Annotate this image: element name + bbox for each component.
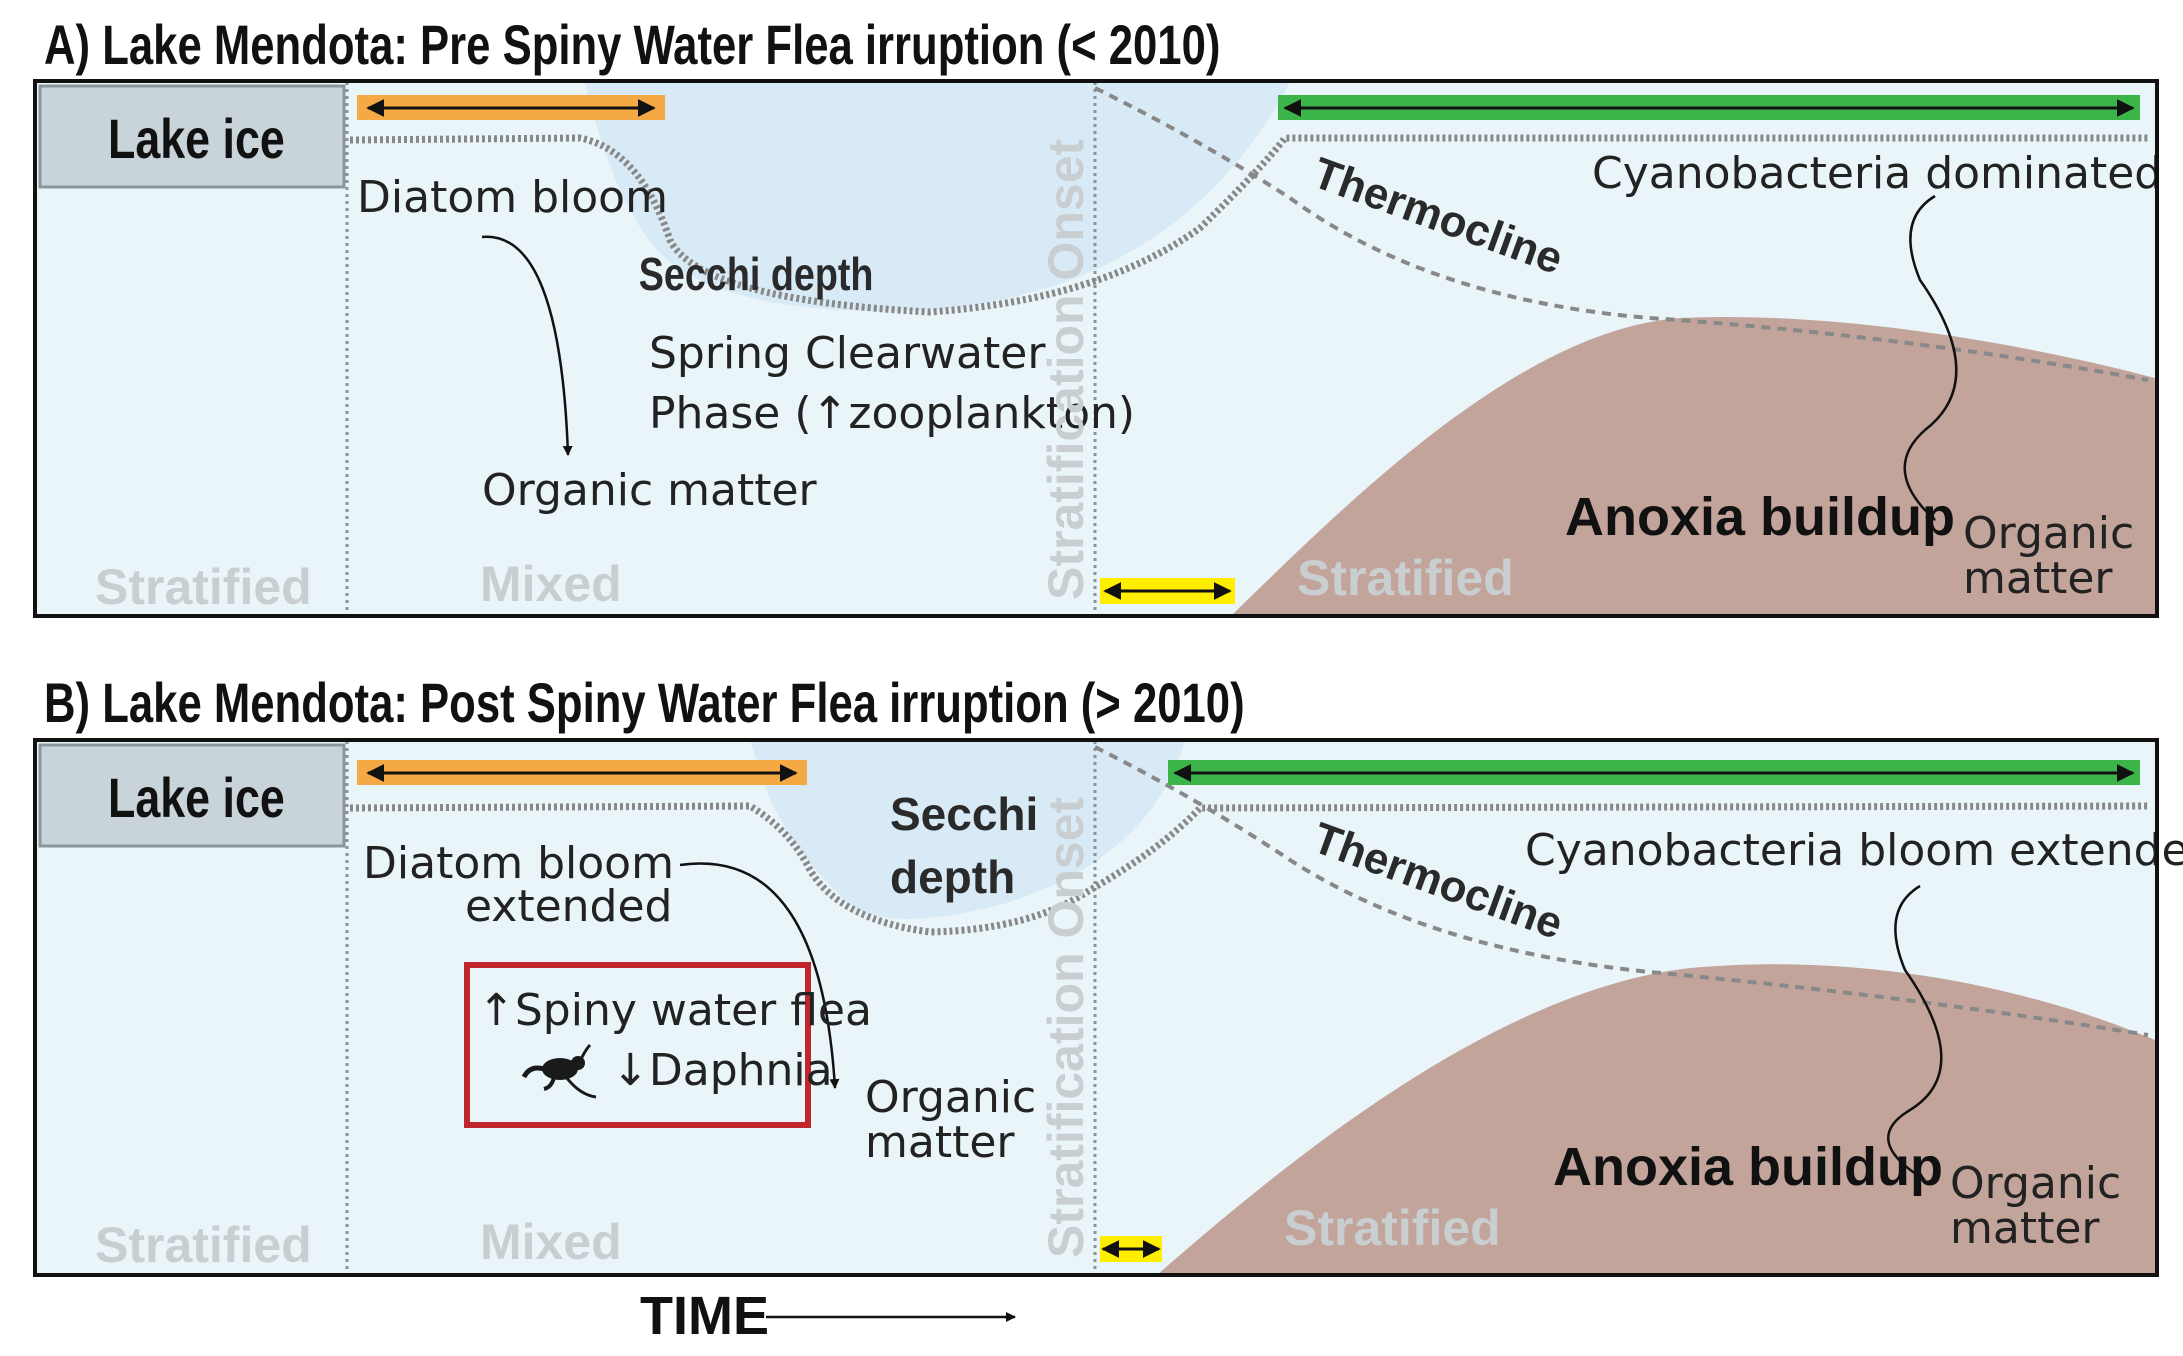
panel-b-frame xyxy=(33,738,2159,1277)
panel-a-secchi-label: Secchi depth xyxy=(639,248,874,299)
panel-b-anoxia-area xyxy=(1158,964,2155,1274)
panel-a-mixed: Mixed xyxy=(480,556,622,612)
panel-a-clearwater-label-1: Spring Clearwater xyxy=(649,328,1046,379)
panel-a-anoxia-area xyxy=(1232,316,2155,615)
panel-a-frame xyxy=(33,79,2159,618)
panel-b-stratified-right: Stratified xyxy=(1284,1200,1501,1256)
panel-b-organic-left-1: Organic xyxy=(865,1072,1036,1123)
panel-b-cyano-label: Cyanobacteria bloom extended xyxy=(1525,825,2183,876)
panel-b-mixed: Mixed xyxy=(480,1214,622,1270)
panel-a-lake-ice-label: Lake ice xyxy=(108,107,285,170)
panel-a-anoxia-label: Anoxia buildup xyxy=(1565,487,1955,547)
panel-a-title: A) Lake Mendota: Pre Spiny Water Flea ir… xyxy=(44,14,1220,76)
panel-a-stratified-right: Stratified xyxy=(1297,550,1514,606)
panel-a-cyano-label: Cyanobacteria dominated xyxy=(1592,148,2162,199)
panel-b-organic-right-1: Organic xyxy=(1950,1158,2121,1209)
panel-b-sink-arrow-icon xyxy=(679,862,840,1089)
panel-b-secchi-line xyxy=(349,802,2149,936)
panel-a-secchi-area xyxy=(585,82,1290,312)
panel-a-diatom-label: Diatom bloom xyxy=(357,172,668,223)
panel-b-sink-right-arrow-icon xyxy=(1887,884,1943,1182)
panel-b-thermocline-line xyxy=(1094,745,2149,1037)
panel-b-organic-right-2: matter xyxy=(1950,1203,2100,1254)
panel-b-lake-ice-block xyxy=(38,743,346,848)
panel-b-secchi-area xyxy=(750,741,1185,919)
panel-a-clearwater-label-2: Phase (↑zooplankton) xyxy=(649,388,1135,439)
panel-b-stratified-left: Stratified xyxy=(95,1217,312,1273)
spiny-water-flea-box xyxy=(464,962,811,1128)
panel-b-lake-ice-label: Lake ice xyxy=(108,766,285,829)
panel-b-diatom-label-2: extended xyxy=(465,881,672,932)
panel-a-lake-ice-block xyxy=(38,84,346,189)
time-label: TIME xyxy=(640,1286,769,1346)
panel-a-stratified-left: Stratified xyxy=(95,559,312,615)
panel-b-anoxia-label: Anoxia buildup xyxy=(1553,1137,1943,1197)
panel-a-secchi-line xyxy=(349,134,2148,316)
panel-b-onset-label: Stratification Onset xyxy=(1038,796,1094,1258)
panel-a-organic-right-2: matter xyxy=(1963,553,2113,604)
panel-b-secchi-label-1: Secchi xyxy=(890,788,1038,840)
panel-a-thermocline-line xyxy=(1094,86,2149,382)
flea-up-label: ↑Spiny water flea xyxy=(478,985,872,1036)
spiny-water-flea-icon xyxy=(521,1043,597,1099)
panel-b-secchi-label-2: depth xyxy=(890,851,1015,903)
panel-a-onset-label: Stratification Onset xyxy=(1038,138,1094,600)
panel-b-title: B) Lake Mendota: Post Spiny Water Flea i… xyxy=(44,672,1245,734)
panel-a-sink-right-arrow-icon xyxy=(1903,194,1958,521)
panel-a-organic-right-1: Organic xyxy=(1963,508,2134,559)
panel-b: B) Lake Mendota: Post Spiny Water Flea i… xyxy=(33,672,2183,1277)
panel-a: A) Lake Mendota: Pre Spiny Water Flea ir… xyxy=(33,14,2162,618)
panel-a-organic-left-label: Organic matter xyxy=(482,465,818,516)
panel-b-organic-left-2: matter xyxy=(865,1117,1015,1168)
daphnia-down-label: ↓Daphnia xyxy=(612,1045,833,1096)
panel-b-diatom-label-1: Diatom bloom xyxy=(363,838,674,889)
panel-a-sink-arrow-icon xyxy=(481,235,573,456)
